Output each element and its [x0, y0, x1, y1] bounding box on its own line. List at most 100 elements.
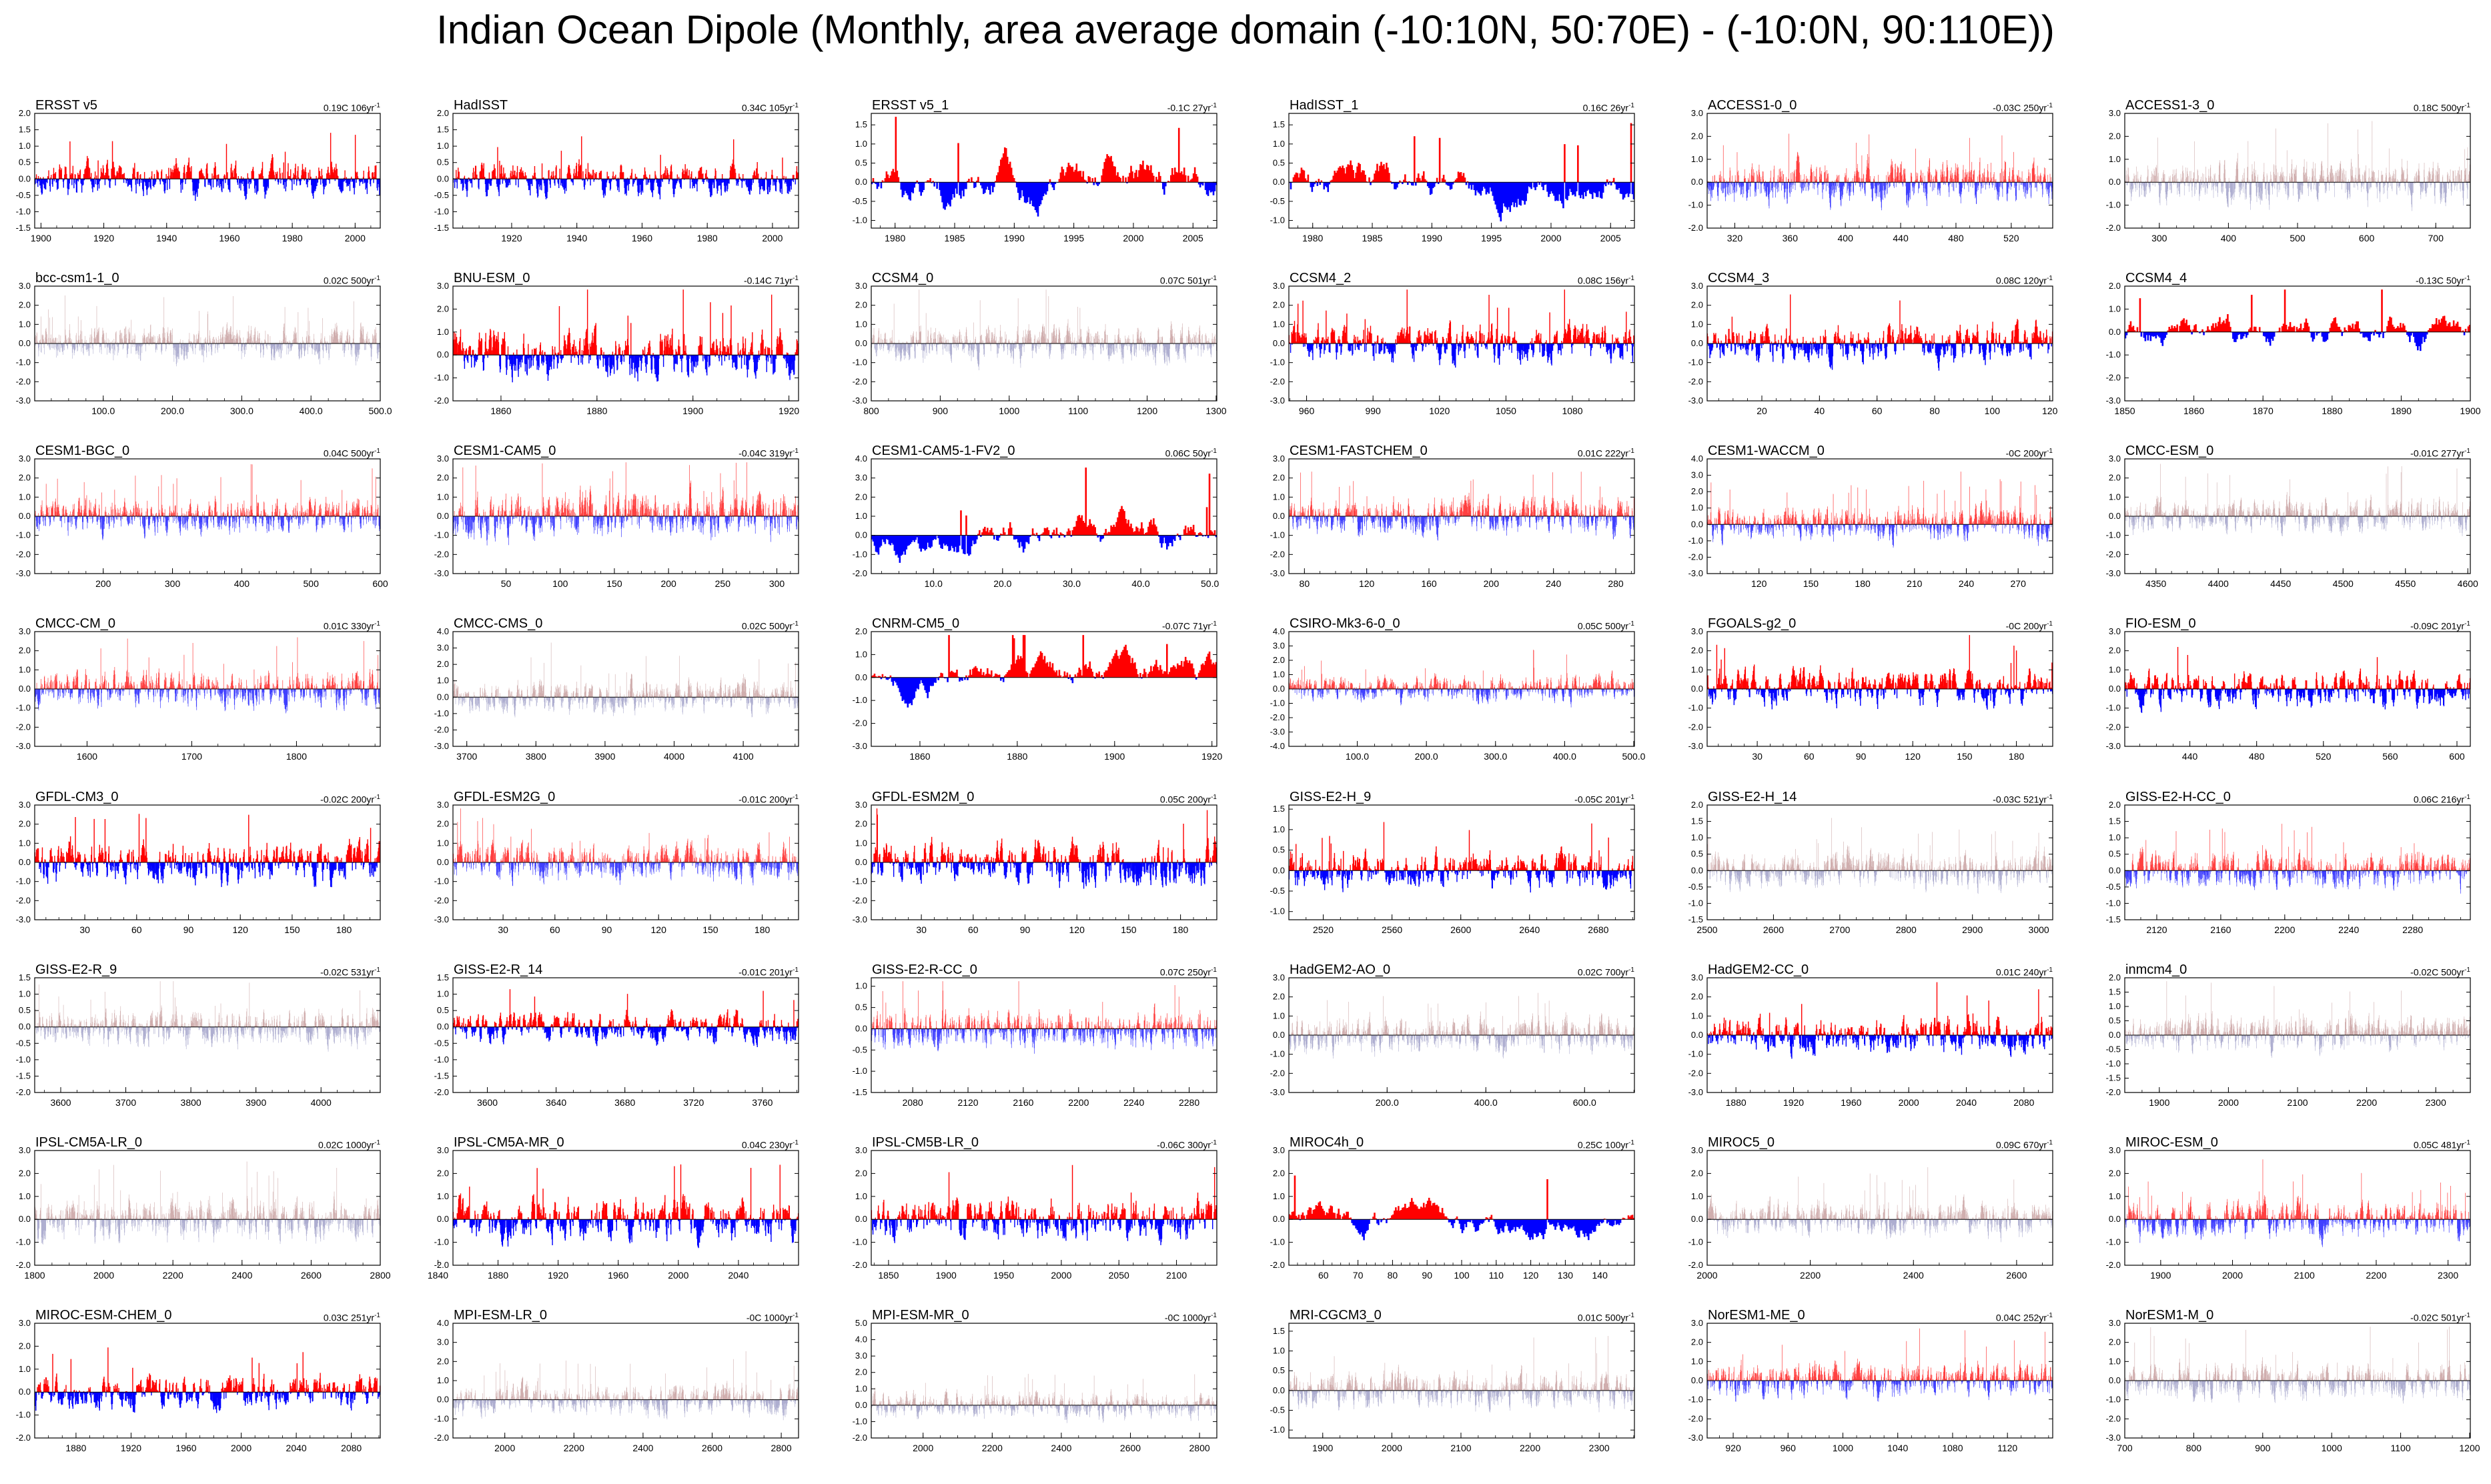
trend-exponent: -1: [374, 102, 380, 109]
y-tick-label: 1.0: [855, 319, 867, 329]
y-tick-label: 1.0: [19, 664, 31, 674]
chart-plot: -1.0 -0.5 0.0 0.5 1.0 1.5 1980 1985 1990 1995 2000…: [1270, 113, 1635, 243]
x-tick-label: 520: [2003, 233, 2019, 243]
y-tick-label: 0.5: [1273, 158, 1285, 168]
page-title: Indian Ocean Dipole (Monthly, area avera…: [436, 7, 2055, 52]
x-tick-label: 400.0: [1553, 751, 1576, 762]
trend-label: 0.19C 106yr-1: [324, 100, 380, 114]
y-tick-label: -1.0: [16, 357, 31, 367]
panel-title: GISS-E2-H-CC_0: [2125, 790, 2231, 804]
trend-label: -0.02C 200yr-1: [320, 792, 380, 806]
trend-label: -0.03C 521yr-1: [1993, 792, 2053, 806]
y-tick-label: 3.0: [437, 643, 449, 653]
y-tick-label: 2.0: [19, 1341, 31, 1351]
chart-panel: GISS-E2-R-CC_0 0.07C 250yr-1 -1.5 -1.0 -0.5 0…: [837, 962, 1255, 1137]
series-positive: [2125, 1159, 2469, 1220]
y-tick-label: -3.0: [853, 396, 867, 406]
y-tick-label: -0.5: [853, 1044, 867, 1054]
trend-exponent: -1: [793, 102, 799, 109]
trend-exponent: -1: [1628, 794, 1634, 801]
x-tick-label: 300.0: [1484, 751, 1507, 762]
y-tick-label: 1.0: [19, 492, 31, 502]
y-tick-label: -1.0: [853, 215, 867, 225]
x-tick-label: 2800: [1189, 1443, 1210, 1453]
y-tick-label: -4.0: [1270, 741, 1285, 751]
y-tick-label: -3.0: [1270, 1087, 1285, 1097]
chart-panel: ACCESS1-3_0 0.18C 500yr-1 -2.0 -1.0 0.0 1.0 2.…: [2090, 97, 2491, 272]
trend-value: -0C 200yr: [2005, 448, 2047, 459]
y-tick-label: 2.0: [855, 1168, 867, 1178]
trend-value: -0C 200yr: [2005, 620, 2047, 632]
chart-plot: -1.0 -0.5 0.0 0.5 1.0 1.5 1900 2000 2100 2200 2300: [1270, 1323, 1635, 1453]
trend-exponent: -1: [2464, 966, 2470, 974]
series-positive: [872, 981, 1217, 1029]
y-tick-label: 1.0: [19, 1364, 31, 1374]
series-negative: [34, 516, 381, 540]
series-positive: [1706, 982, 2053, 1035]
x-tick-label: 2040: [1956, 1097, 1977, 1108]
x-tick-label: 1860: [909, 751, 930, 762]
x-tick-label: 2300: [2438, 1270, 2458, 1281]
x-tick-label: 2000: [231, 1443, 252, 1453]
x-tick-label: 80: [1388, 1270, 1398, 1281]
y-tick-label: 1.0: [2109, 1001, 2121, 1011]
chart-panel: MIROC-ESM-CHEM_0 0.03C 251yr-1 -2.0 -1.0 0.0…: [0, 1307, 418, 1482]
y-tick-label: 1.0: [2109, 303, 2121, 313]
y-tick-label: -0.5: [16, 190, 31, 200]
x-tick-label: 1900: [31, 233, 51, 243]
y-tick-label: 3.0: [855, 473, 867, 483]
x-tick-label: 1950: [993, 1270, 1014, 1281]
y-tick-label: -2.0: [853, 1260, 867, 1270]
y-tick-label: -2.0: [1688, 1068, 1703, 1078]
panel-title: CNRM-CM5_0: [872, 616, 960, 631]
y-tick-label: 1.0: [19, 989, 31, 999]
panel-title: CCSM4_4: [2125, 271, 2187, 285]
x-tick-label: 1850: [2114, 406, 2135, 416]
x-tick-label: 2000: [2222, 1270, 2243, 1281]
x-tick-label: 1080: [1562, 406, 1582, 416]
y-tick-label: 0.0: [437, 692, 449, 702]
series-positive: [35, 464, 379, 516]
series-positive: [2124, 981, 2471, 1035]
trend-exponent: -1: [793, 448, 799, 455]
y-tick-label: -1.0: [1688, 1049, 1703, 1059]
panel-title: HadGEM2-CC_0: [1708, 962, 1809, 977]
x-tick-label: 2000: [1696, 1270, 1717, 1281]
series-negative: [871, 1219, 1214, 1245]
x-tick-label: 1920: [548, 1270, 568, 1281]
x-tick-label: 60: [1804, 751, 1815, 762]
trend-value: 0.01C 240yr: [1995, 966, 2047, 978]
y-tick-label: 0.0: [855, 530, 867, 540]
y-tick-label: -3.0: [2106, 1433, 2121, 1443]
y-tick-label: -3.0: [434, 568, 449, 578]
series-positive: [1707, 818, 2053, 871]
panel-title: ACCESS1-0_0: [1708, 98, 1797, 113]
x-tick-label: 1200: [1137, 406, 1157, 416]
y-tick-label: -2.0: [16, 1260, 31, 1270]
x-tick-label: 3600: [50, 1097, 71, 1108]
x-tick-label: 1880: [1726, 1097, 1747, 1108]
plot-frame: [452, 113, 799, 229]
trend-exponent: -1: [374, 794, 380, 801]
trend-exponent: -1: [1211, 275, 1217, 282]
y-tick-label: -3.0: [853, 914, 867, 924]
y-tick-label: -2.0: [16, 895, 31, 905]
plot-frame: [34, 977, 381, 1093]
y-tick-label: 3.0: [19, 1318, 31, 1328]
y-tick-label: -1.0: [853, 1066, 867, 1076]
y-tick-label: -1.0: [853, 1416, 867, 1426]
x-tick-label: 200.0: [161, 406, 184, 416]
y-tick-label: -2.0: [853, 568, 867, 578]
x-tick-label: 80: [1929, 406, 1940, 416]
x-tick-label: 1960: [608, 1270, 628, 1281]
y-tick-label: 1.5: [2109, 816, 2121, 826]
x-tick-label: 1860: [2183, 406, 2204, 416]
series-negative: [2125, 689, 2470, 713]
y-tick-label: -3.0: [16, 741, 31, 751]
y-tick-label: 2.0: [437, 1356, 449, 1366]
chart-plot: -3.0 -2.0 -1.0 0.0 1.0 2.0 3.0 30 60 90 120 150 180: [16, 800, 381, 935]
chart-plot: -3.0 -2.0 -1.0 0.0 1.0 2.0 3.0 440 480 520 560 600: [2106, 626, 2471, 762]
y-tick-label: -0.5: [1270, 1405, 1285, 1415]
x-tick-label: 100: [552, 578, 568, 589]
plot-frame: [1288, 1150, 1635, 1266]
